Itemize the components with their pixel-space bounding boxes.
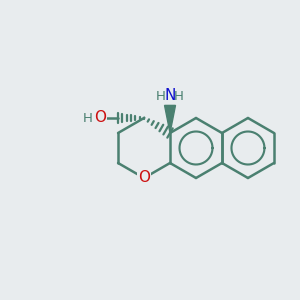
Text: O: O bbox=[94, 110, 106, 125]
Text: H: H bbox=[156, 90, 166, 103]
Text: O: O bbox=[138, 170, 150, 185]
Text: H: H bbox=[83, 112, 93, 124]
Text: N: N bbox=[164, 88, 176, 104]
Polygon shape bbox=[165, 105, 176, 133]
Text: H: H bbox=[174, 90, 184, 103]
